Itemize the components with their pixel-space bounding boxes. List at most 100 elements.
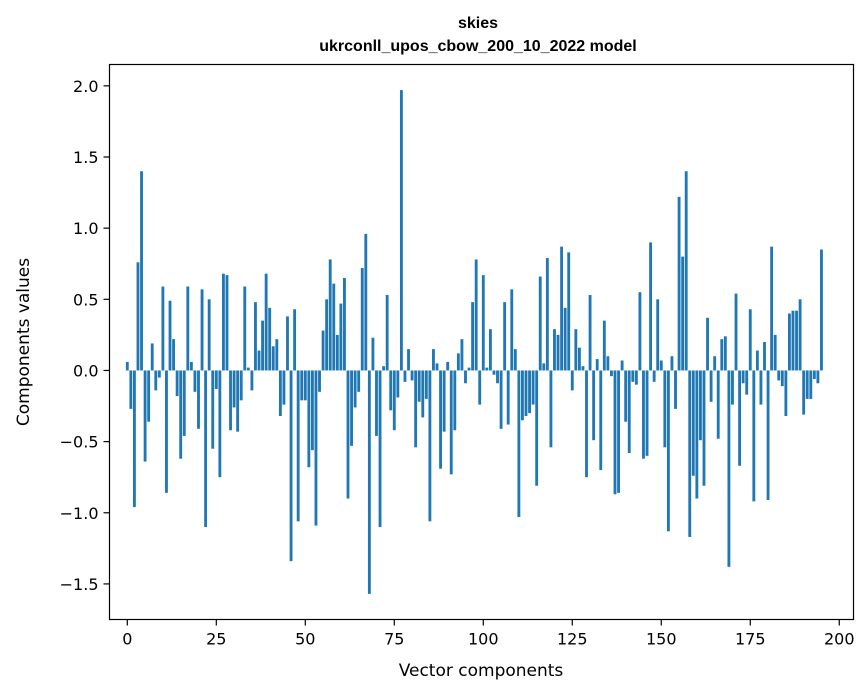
bar bbox=[812, 370, 816, 379]
bar bbox=[773, 334, 777, 371]
bar bbox=[307, 370, 311, 468]
bar bbox=[264, 273, 268, 371]
bar bbox=[275, 339, 279, 371]
bar bbox=[560, 246, 564, 371]
bar bbox=[364, 233, 368, 371]
bar bbox=[745, 370, 749, 395]
x-tick-label: 200 bbox=[824, 630, 855, 649]
bar bbox=[278, 370, 282, 416]
bar bbox=[165, 370, 168, 493]
bar bbox=[556, 334, 560, 371]
bar bbox=[303, 370, 307, 401]
bar bbox=[221, 273, 225, 371]
bar bbox=[143, 370, 147, 462]
bar bbox=[204, 370, 208, 527]
bar bbox=[645, 370, 649, 456]
bar bbox=[617, 370, 620, 493]
bar bbox=[300, 370, 304, 401]
bar bbox=[360, 268, 364, 371]
bar bbox=[332, 283, 336, 371]
bar bbox=[268, 307, 272, 371]
y-axis-ticks: −1.5 −1.0 −0.5 0.0 0.5 1.0 1.5 2.0 bbox=[60, 77, 110, 594]
bar bbox=[741, 370, 745, 384]
y-tick-label: 2.0 bbox=[73, 77, 98, 96]
bar bbox=[343, 277, 346, 371]
y-tick-label: 0.0 bbox=[73, 361, 98, 380]
bar bbox=[385, 295, 389, 371]
bar bbox=[314, 370, 318, 526]
bar bbox=[499, 370, 503, 429]
bar bbox=[755, 350, 759, 371]
bar bbox=[175, 370, 179, 397]
bar bbox=[567, 252, 571, 371]
y-axis-label: Components values bbox=[14, 258, 34, 426]
bar bbox=[763, 342, 766, 371]
bar bbox=[784, 370, 788, 416]
x-axis-ticks: 0 25 50 75 100 125 150 175 200 bbox=[122, 619, 855, 649]
x-tick-label: 50 bbox=[295, 630, 315, 649]
bar bbox=[805, 370, 809, 399]
bar bbox=[193, 370, 197, 392]
bar bbox=[677, 196, 681, 371]
bar bbox=[816, 370, 820, 384]
bar bbox=[531, 370, 535, 405]
bar bbox=[353, 370, 357, 408]
bar bbox=[585, 370, 588, 478]
bar bbox=[631, 370, 635, 382]
bar bbox=[417, 370, 421, 402]
bar bbox=[759, 370, 763, 405]
bar bbox=[478, 370, 482, 405]
x-tick-label: 25 bbox=[206, 630, 226, 649]
bar bbox=[723, 336, 727, 371]
bar bbox=[129, 370, 133, 409]
bar bbox=[592, 370, 596, 441]
bar bbox=[318, 370, 321, 392]
bar bbox=[510, 289, 514, 371]
bar bbox=[606, 356, 610, 371]
bar bbox=[528, 370, 531, 414]
bar bbox=[798, 299, 802, 371]
bar bbox=[699, 370, 702, 441]
bar bbox=[460, 339, 464, 371]
bar bbox=[513, 349, 517, 371]
bar bbox=[485, 367, 489, 371]
bar bbox=[713, 356, 717, 371]
bar bbox=[243, 286, 247, 371]
bar bbox=[538, 276, 542, 371]
bar bbox=[553, 329, 556, 371]
bar bbox=[642, 370, 645, 459]
bar bbox=[328, 259, 332, 371]
bar bbox=[378, 370, 382, 527]
bar bbox=[200, 289, 204, 371]
x-axis-label: Vector components bbox=[399, 661, 564, 681]
bar bbox=[289, 370, 293, 562]
bar bbox=[595, 359, 599, 371]
bar bbox=[218, 370, 222, 478]
bar bbox=[524, 370, 528, 416]
bar bbox=[325, 299, 329, 371]
bar bbox=[147, 370, 151, 422]
bar bbox=[795, 310, 798, 371]
bar bbox=[424, 370, 428, 399]
bar bbox=[161, 286, 165, 371]
bar bbox=[150, 343, 154, 371]
bar bbox=[688, 370, 692, 537]
bar bbox=[659, 360, 663, 371]
bar bbox=[467, 367, 471, 371]
bar bbox=[581, 366, 585, 371]
bar bbox=[570, 370, 574, 391]
bar bbox=[396, 370, 400, 398]
bar bbox=[731, 370, 734, 405]
bar bbox=[236, 370, 240, 432]
bar bbox=[442, 370, 446, 432]
bar bbox=[250, 370, 254, 391]
bar bbox=[674, 370, 677, 409]
bar bbox=[517, 370, 521, 518]
bar bbox=[357, 370, 361, 392]
bar bbox=[720, 339, 724, 371]
bar bbox=[225, 275, 229, 371]
bar bbox=[766, 370, 770, 500]
bar bbox=[371, 337, 375, 371]
y-tick-label: −0.5 bbox=[60, 433, 99, 452]
